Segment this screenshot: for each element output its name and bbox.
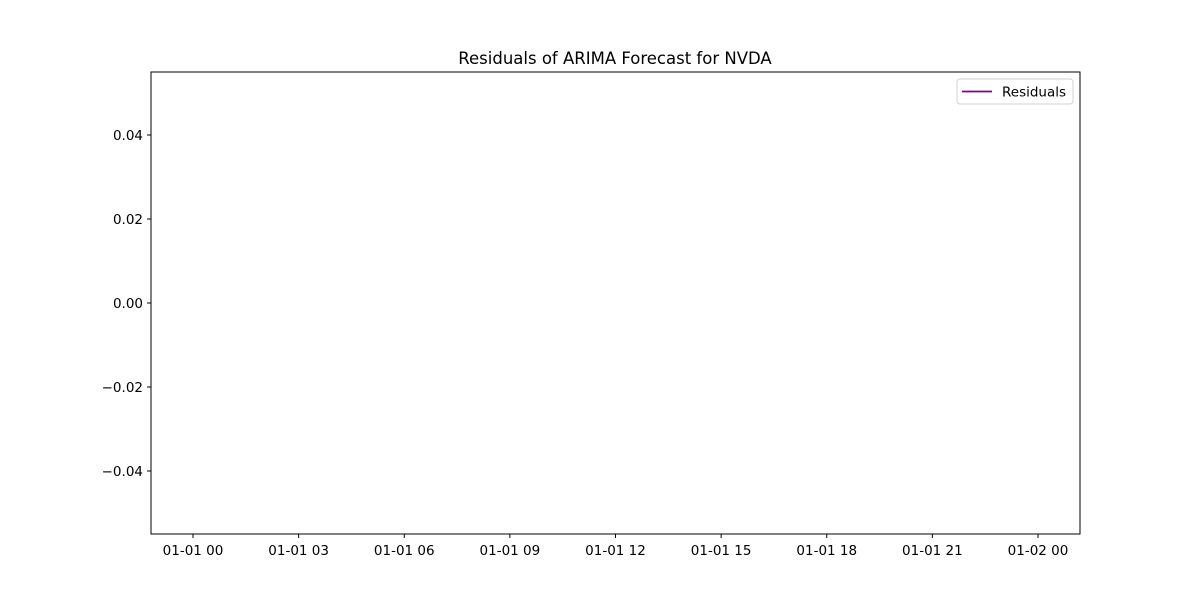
y-tick-label: −0.04 bbox=[102, 464, 143, 480]
plot-area bbox=[150, 71, 1081, 535]
y-axis: 0.04 0.02 0.00 −0.02 −0.04 bbox=[102, 128, 151, 480]
x-tick-label: 01-01 06 bbox=[374, 543, 435, 559]
legend-box bbox=[956, 78, 1074, 105]
x-tick-label: 01-01 00 bbox=[163, 543, 224, 559]
plot-frame bbox=[150, 71, 1081, 535]
chart-title: Residuals of ARIMA Forecast for NVDA bbox=[458, 49, 772, 68]
x-axis: 01-01 00 01-01 03 01-01 06 01-01 09 01-01 12… bbox=[163, 534, 1069, 559]
x-tick-label: 01-01 15 bbox=[691, 543, 752, 559]
x-tick-label: 01-01 03 bbox=[268, 543, 329, 559]
legend-label: Residuals bbox=[1002, 85, 1066, 101]
y-tick-label: 0.04 bbox=[113, 128, 143, 144]
x-tick-label: 01-01 12 bbox=[585, 543, 646, 559]
y-tick-label: −0.02 bbox=[102, 380, 143, 396]
legend: Residuals bbox=[956, 78, 1074, 105]
x-tick-label: 01-01 09 bbox=[480, 543, 541, 559]
x-tick-label: 01-02 00 bbox=[1008, 543, 1069, 559]
x-tick-label: 01-01 18 bbox=[796, 543, 857, 559]
y-tick-label: 0.00 bbox=[113, 296, 143, 312]
x-tick-label: 01-01 21 bbox=[902, 543, 963, 559]
y-tick-label: 0.02 bbox=[113, 212, 143, 228]
